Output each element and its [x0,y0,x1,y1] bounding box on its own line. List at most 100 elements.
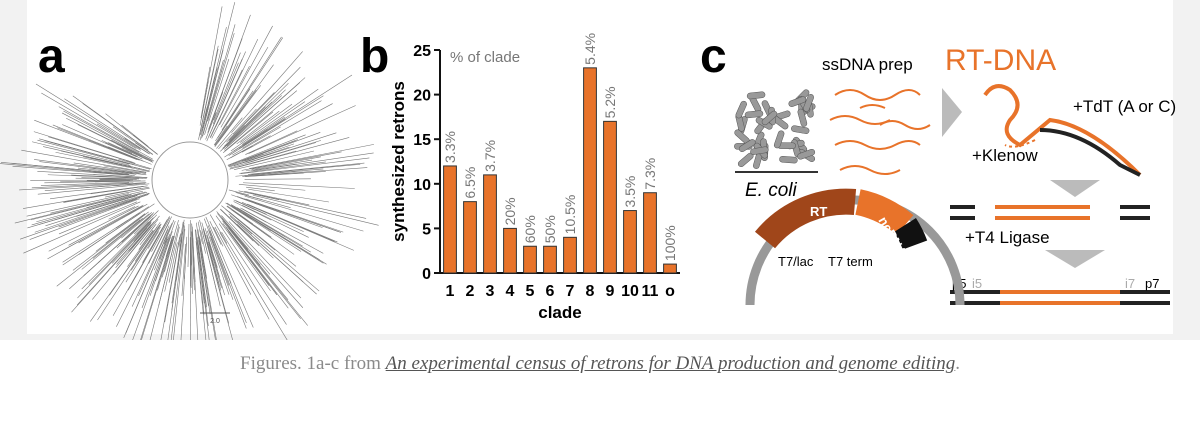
tree-branch [228,153,264,167]
tree-branch [218,133,233,150]
tree-branch [230,145,253,159]
cell [735,100,747,119]
bar [463,201,477,274]
step-label: ssDNA prep [822,55,913,74]
tree-branch [157,235,174,291]
tree-branch [111,221,152,264]
tree-branch [242,205,309,238]
tree-branch [107,142,133,154]
caption-text: Figures. 1a-c from [240,353,386,374]
extension-arrow [1004,139,1036,148]
tree-branch [229,142,317,169]
tree-branch [232,126,281,156]
tree-branch [224,82,289,147]
tree-branch [161,219,179,278]
tree-branch [245,140,322,164]
tree-branch [210,236,234,300]
tree-branch [19,196,141,240]
tree-branch [121,147,154,163]
tree-branch [231,51,303,133]
terminator-label: T7 term [828,254,873,269]
tree-branch [245,130,298,155]
tree-branch [94,180,146,183]
tree-branch [112,170,133,174]
tree-branch [209,69,243,138]
cell [744,110,764,119]
tree-branch [68,204,144,246]
tree-branch [221,36,282,131]
tree-branch [205,2,236,119]
tree-branch [196,236,209,326]
bar [583,67,597,274]
tree-branch [213,52,241,121]
bar [523,245,537,274]
tree-branch [221,215,304,308]
tree-branch [60,180,141,183]
tree-branch [229,215,317,295]
tree-branch [195,229,205,304]
tree-branch [88,218,153,285]
tree-branch [93,174,148,178]
tree-branch [228,66,301,141]
tree-branch [112,126,154,155]
tree-branch [204,58,230,135]
tree-branch [241,103,333,153]
annotation: % of clade [450,49,520,66]
tree-branch [206,230,230,295]
tree-branch [77,214,158,299]
tree-branch [236,223,274,259]
tree-branch [235,168,324,177]
tree-branch [236,207,303,247]
tree-branch [225,226,289,309]
tree-branch [217,89,257,143]
figure-area [27,0,1173,334]
x-tick-label: 3 [486,283,495,300]
tree-branch [48,205,139,252]
tree-branch [233,201,272,221]
tree-branch [237,137,350,168]
tree-branch [204,27,227,118]
step-label: +T4 Ligase [965,228,1050,247]
x-tick-label: 6 [546,283,555,300]
tree-branch [102,145,137,160]
caption-text: . [955,353,960,374]
template-strand [1039,128,1141,177]
tree-branch [55,151,150,172]
tree-branch [125,226,161,283]
tree-branch [63,110,140,153]
y-axis-label: synthesized retrons [389,81,408,242]
tree-branch [200,66,211,118]
tree-branch [253,152,374,171]
tree-branch [229,146,290,168]
tree-branch [222,223,278,296]
clade-percent-label: 5.4% [582,33,598,65]
tree-branch [43,146,141,169]
tree-branch [23,201,141,254]
tree-branch [56,219,141,287]
tree-branch [58,201,138,235]
tree-branch [121,213,153,243]
tree-branch [75,177,127,180]
tree-branch [249,192,367,219]
tree-branch [108,206,136,220]
tree-branch [89,157,131,168]
tree-branch [245,198,344,233]
organism-label: E. coli [745,180,798,201]
tree-branch [128,221,155,252]
tree-branch [48,136,136,164]
tree-branch [242,173,286,177]
tree-branch [248,204,335,242]
tree-branch [227,134,306,166]
tree-branch [44,140,134,166]
tree-branch [81,177,139,180]
paper-link[interactable]: An experimental census of retrons for DN… [385,353,956,374]
clade-percent-label: 20% [502,197,518,225]
tree-branch [116,143,153,162]
tree-branch [213,125,228,146]
tree-branch [235,192,263,201]
tree-branch [211,38,243,122]
tree-branch [207,242,222,288]
tree-branch [201,59,224,139]
bar [503,227,517,274]
